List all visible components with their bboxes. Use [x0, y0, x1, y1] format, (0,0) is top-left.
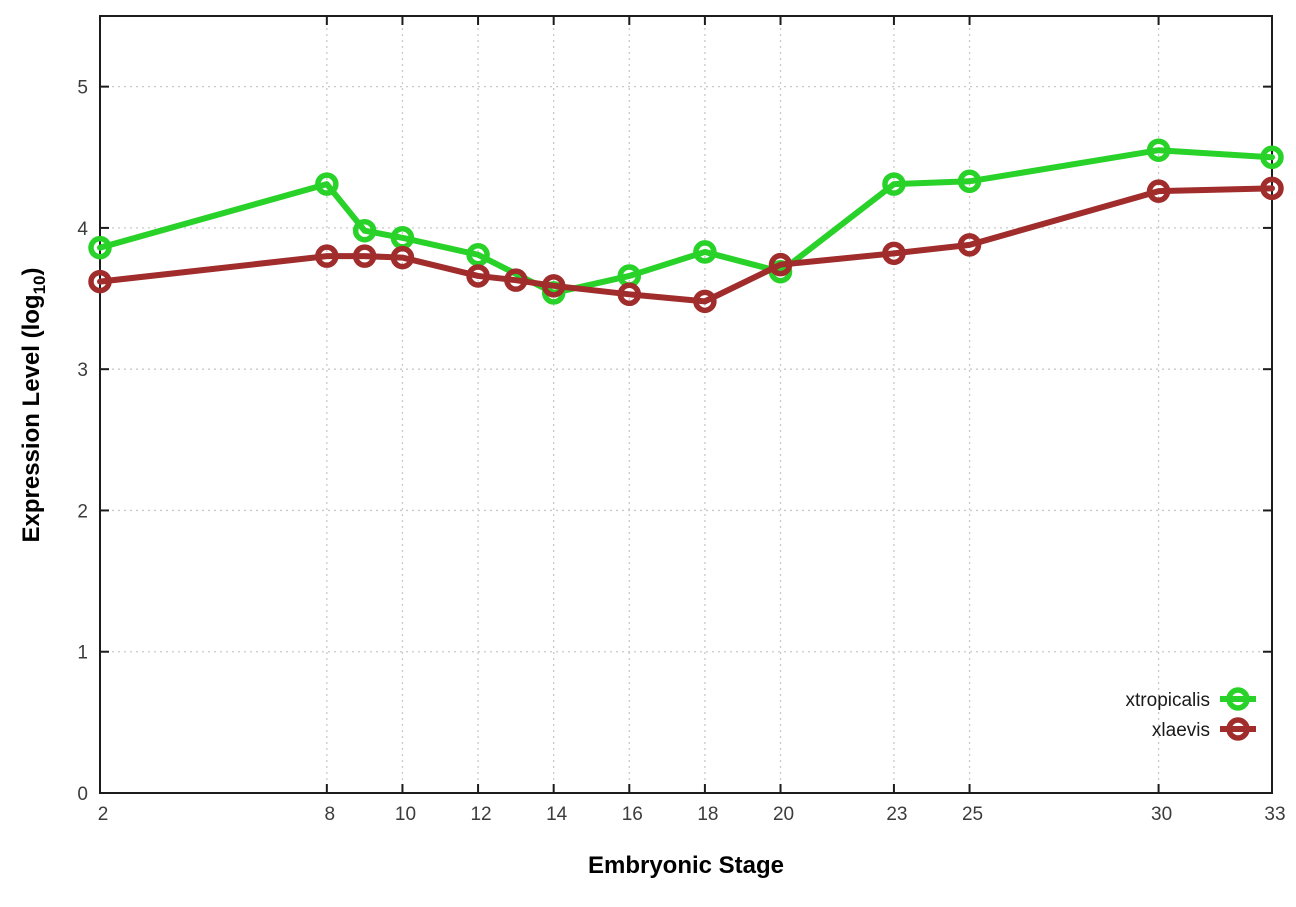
- data-point-xtropicalis: [882, 172, 906, 196]
- data-point-xlaevis: [315, 244, 339, 268]
- legend-label-xlaevis: xlaevis: [1152, 720, 1210, 741]
- data-point-xlaevis: [957, 233, 982, 257]
- data-point-xlaevis: [88, 269, 112, 294]
- x-tick-label: 30: [1151, 804, 1172, 825]
- legend-marker-xtropicalis: [1226, 687, 1250, 711]
- legend-marker-xlaevis: [1226, 717, 1250, 741]
- data-point-xlaevis: [390, 245, 415, 270]
- x-tick-label: 12: [470, 804, 491, 825]
- x-tick-label: 18: [697, 804, 718, 825]
- y-tick-label: 0: [77, 784, 88, 805]
- x-tick-label: 2: [98, 804, 109, 825]
- x-tick-label: 10: [395, 804, 416, 825]
- y-tick-label: 2: [77, 501, 88, 522]
- data-point-xtropicalis: [88, 235, 112, 260]
- y-tick-label: 1: [77, 643, 88, 664]
- y-tick-label: 5: [77, 78, 88, 99]
- data-point-xlaevis: [1260, 176, 1284, 201]
- data-point-xtropicalis: [1260, 145, 1284, 170]
- data-point-xlaevis: [617, 282, 642, 307]
- data-point-xtropicalis: [693, 240, 717, 264]
- y-tick-label: 4: [77, 219, 88, 240]
- data-point-xlaevis: [768, 252, 793, 277]
- data-point-xtropicalis: [352, 218, 377, 243]
- data-point-xlaevis: [693, 289, 717, 314]
- data-point-xtropicalis: [466, 243, 490, 267]
- x-tick-label: 23: [886, 804, 907, 825]
- plot-border: [99, 15, 1273, 794]
- x-tick-label: 25: [962, 804, 983, 825]
- data-point-xlaevis: [352, 244, 377, 268]
- data-point-xtropicalis: [957, 169, 982, 194]
- legend-label-xtropicalis: xtropicalis: [1126, 690, 1210, 711]
- x-tick-label: 33: [1264, 804, 1285, 825]
- data-point-xlaevis: [1146, 179, 1171, 203]
- x-tick-label: 20: [773, 804, 794, 825]
- y-axis-title: Expression Level (log10): [18, 268, 50, 543]
- x-tick-label: 14: [546, 804, 568, 825]
- series-line-xlaevis: [97, 185, 1275, 305]
- series-line-xtropicalis: [97, 147, 1275, 296]
- x-tick-label: 16: [622, 804, 643, 825]
- data-point-xlaevis: [541, 274, 566, 298]
- x-axis-title: Embryonic Stage: [587, 852, 785, 879]
- data-point-xtropicalis: [315, 172, 339, 196]
- data-point-xlaevis: [466, 264, 490, 288]
- y-axis-title-close: ): [18, 267, 45, 276]
- data-point-xtropicalis: [1146, 138, 1171, 162]
- y-axis-title-text: Expression Level (log: [18, 294, 45, 543]
- x-tick-label: 8: [325, 804, 336, 825]
- data-point-xlaevis: [504, 268, 528, 292]
- data-point-xlaevis: [882, 241, 906, 266]
- y-axis-title-subscript: 10: [30, 275, 49, 295]
- y-tick-label: 3: [77, 360, 88, 381]
